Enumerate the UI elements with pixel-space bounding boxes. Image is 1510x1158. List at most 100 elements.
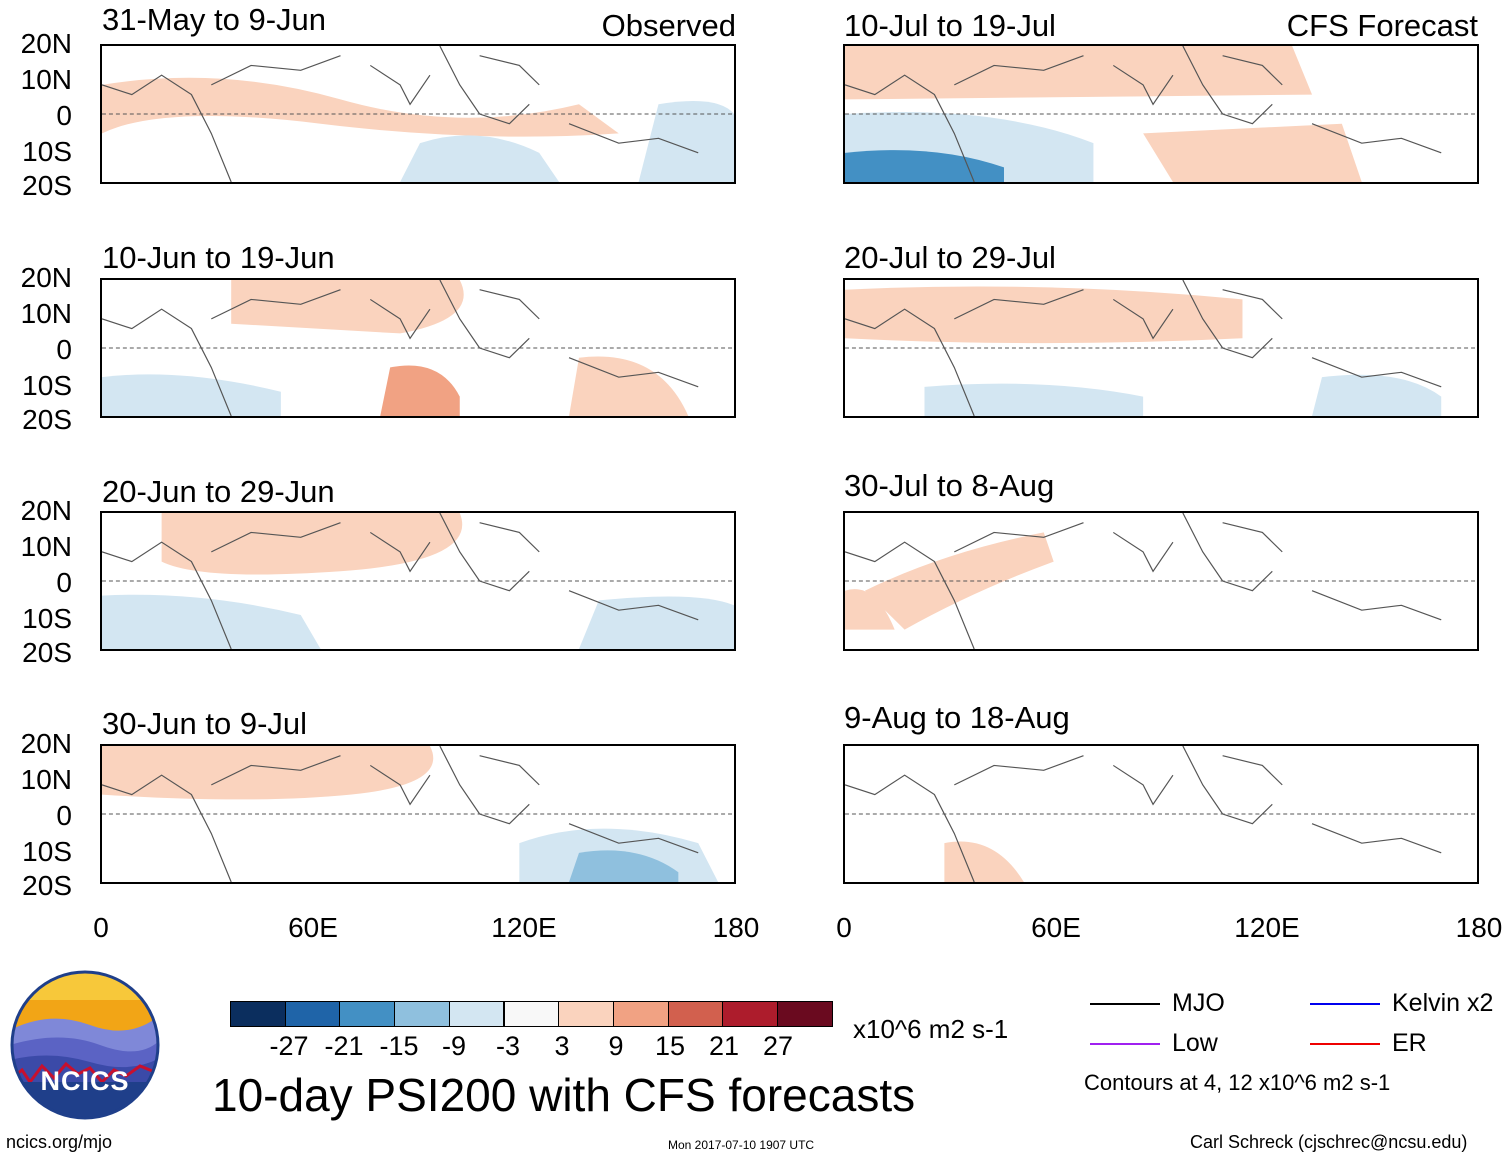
coastline	[568, 590, 699, 621]
lon-label: 60E	[288, 912, 338, 943]
coastline	[954, 289, 1084, 320]
coastline	[479, 522, 540, 553]
anomaly-region	[102, 374, 281, 416]
legend-label-low: Low	[1172, 1029, 1218, 1057]
colorbar-tick: -27	[269, 1031, 309, 1061]
colorbar-swatch	[339, 1001, 396, 1027]
main-title: 10-day PSI200 with CFS forecasts	[212, 1069, 916, 1121]
map-canvas	[102, 280, 734, 416]
lon-label: 180	[712, 912, 760, 943]
panel-title: 9-Aug to 18-Aug	[844, 700, 1070, 735]
lon-label: 60E	[1031, 912, 1081, 943]
anomaly-region	[161, 513, 463, 575]
coastline	[369, 531, 431, 573]
legend-swatch-kelvin	[1310, 1003, 1380, 1005]
coastline	[1311, 123, 1442, 154]
lat-label: 20N	[20, 262, 72, 293]
coastline	[1222, 289, 1283, 320]
lon-label: 180	[1455, 912, 1503, 943]
coastline	[954, 755, 1084, 786]
footer-timestamp: Mon 2017-07-10 1907 UTC	[668, 1138, 815, 1152]
coastline	[211, 755, 341, 786]
legend-swatch-mjo	[1090, 1003, 1160, 1005]
lat-label: 20N	[20, 728, 72, 759]
coastline	[369, 64, 431, 106]
lat-label: 10N	[20, 64, 72, 95]
map-canvas	[845, 746, 1477, 882]
anomaly-region	[231, 280, 464, 334]
coastline	[479, 755, 540, 786]
map-canvas	[845, 513, 1477, 649]
map-canvas	[102, 513, 734, 649]
panel-title: 10-Jun to 19-Jun	[102, 240, 335, 275]
lon-label: 120E	[1234, 912, 1300, 943]
map-area	[100, 44, 736, 184]
colorbar-swatch	[667, 1001, 724, 1027]
colorbar-units: x10^6 m2 s-1	[853, 1014, 1009, 1044]
coastline	[1112, 531, 1174, 573]
map-canvas	[845, 46, 1477, 182]
anomaly-region	[1312, 374, 1442, 416]
map-canvas	[102, 46, 734, 182]
legend-label-mjo: MJO	[1172, 989, 1225, 1017]
lat-label: 0	[56, 334, 72, 365]
colorbar-swatch	[777, 1001, 833, 1027]
map-area	[100, 744, 736, 884]
lon-label: 0	[836, 912, 852, 943]
coastline	[102, 74, 232, 182]
coastline	[102, 774, 232, 882]
panel-title: 20-Jul to 29-Jul	[844, 240, 1056, 275]
coastline	[1311, 357, 1442, 388]
lat-label: 0	[56, 100, 72, 131]
coastline	[211, 522, 341, 553]
lat-label: 10N	[20, 531, 72, 562]
map-area	[100, 278, 736, 418]
anomaly-region	[400, 135, 560, 182]
coastline	[369, 298, 431, 340]
anomaly-region	[569, 850, 679, 882]
footer-author: Carl Schreck (cjschrec@ncsu.edu)	[1190, 1132, 1468, 1152]
anomaly-region	[845, 286, 1243, 344]
coastline	[211, 55, 341, 86]
panel-title: 10-Jul to 19-Jul	[844, 8, 1056, 43]
lat-label: 10S	[22, 136, 72, 167]
lat-label: 0	[56, 567, 72, 598]
coastline	[102, 541, 232, 649]
coastline	[369, 764, 431, 806]
coastline	[954, 522, 1084, 553]
coastline	[568, 123, 699, 154]
coastline	[1112, 64, 1174, 106]
map-area	[843, 44, 1479, 184]
anomaly-region	[944, 841, 1024, 882]
coastline	[568, 357, 699, 388]
coastline	[479, 289, 540, 320]
coastline	[1182, 746, 1273, 825]
coastline	[102, 308, 232, 416]
colorbar-swatch	[284, 1001, 341, 1027]
anomaly-region	[845, 46, 1313, 100]
coastline	[211, 289, 341, 320]
coastline	[1112, 298, 1174, 340]
map-area	[843, 511, 1479, 651]
colorbar-tick: 27	[762, 1031, 794, 1061]
colorbar-tick: -3	[495, 1031, 520, 1061]
map-canvas	[845, 280, 1477, 416]
map-area	[843, 744, 1479, 884]
coastline	[1222, 55, 1283, 86]
footer-website[interactable]: ncics.org/mjo	[6, 1132, 113, 1152]
colorbar-tick: 15	[654, 1031, 686, 1061]
logo-text: NCICS	[40, 1066, 130, 1096]
coastline	[845, 308, 975, 416]
coastline	[845, 74, 975, 182]
lat-label: 10N	[20, 764, 72, 795]
legend-swatch-low	[1090, 1043, 1160, 1045]
map-area	[100, 511, 736, 651]
anomaly-region	[1143, 123, 1362, 182]
map-canvas	[102, 746, 734, 882]
coastline	[439, 46, 530, 125]
panel-source-label: Observed	[601, 8, 736, 43]
lon-label: 120E	[491, 912, 557, 943]
lat-label: 10S	[22, 370, 72, 401]
colorbar-tick: -15	[379, 1031, 419, 1061]
colorbar-tick: 3	[554, 1031, 570, 1061]
